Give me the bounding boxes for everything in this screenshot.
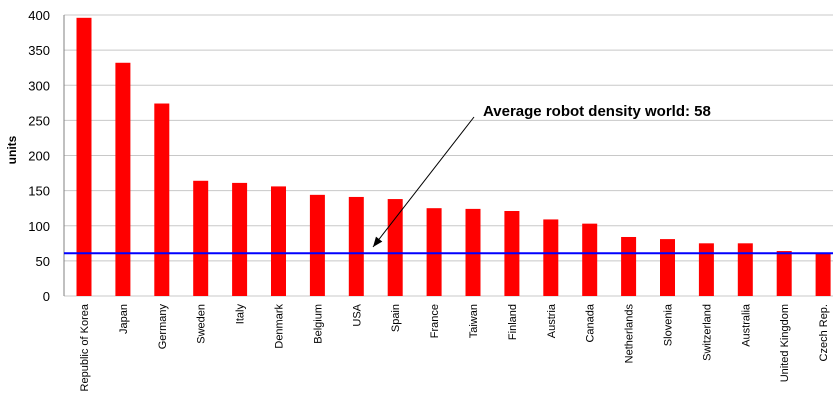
x-tick-label: Australia (740, 303, 752, 347)
x-tick-label: Finland (507, 304, 519, 340)
x-tick-label: Netherlands (624, 304, 636, 364)
annotation: Average robot density world: 58 (372, 103, 711, 248)
x-tick-label: Czech Rep. (818, 304, 830, 361)
bar (271, 186, 286, 296)
y-tick-label: 250 (28, 113, 50, 128)
bar (232, 182, 248, 296)
x-tick-label: Japan (118, 304, 130, 334)
y-tick-label: 400 (28, 8, 50, 23)
y-axis-title: units (5, 135, 19, 164)
y-tick-label: 100 (28, 219, 50, 234)
x-tick-label: Canada (585, 303, 597, 342)
bar (387, 199, 403, 296)
bar (737, 243, 753, 296)
bar (193, 180, 209, 296)
x-tick-label: Republic of Korea (79, 303, 91, 391)
x-tick-label: Slovenia (663, 303, 675, 346)
y-tick-label: 300 (28, 78, 50, 93)
bar (582, 223, 598, 296)
x-tick-label: Belgium (312, 304, 324, 344)
bar (426, 208, 442, 296)
annotation-arrowhead (373, 236, 383, 247)
bar (660, 239, 675, 296)
y-axis: units 0 50 100 150 200 250 300 350 400 (5, 8, 65, 304)
x-tick-label: Taiwan (468, 304, 480, 338)
x-tick-label: United Kingdom (779, 304, 791, 382)
bar (776, 251, 792, 296)
bar (543, 219, 559, 296)
bar (154, 103, 170, 296)
annotation-arrow (372, 116, 475, 248)
y-tick-label: 200 (28, 149, 50, 164)
bar (76, 17, 92, 297)
x-tick-label: Sweden (196, 304, 208, 344)
bars (76, 17, 831, 297)
bar (698, 243, 714, 296)
x-tick-label: Switzerland (701, 304, 713, 361)
grid-lines (64, 14, 833, 297)
x-axis-labels: Republic of Korea Japan Germany Sweden Italy… (79, 303, 830, 391)
x-tick-label: France (429, 304, 441, 338)
bar (815, 253, 831, 296)
bar (348, 196, 364, 296)
bar (621, 236, 637, 296)
y-tick-label: 350 (28, 43, 50, 58)
x-tick-label: USA (351, 303, 363, 326)
average-annotation-text: Average robot density world: 58 (483, 103, 711, 120)
x-tick-label: Denmark (274, 304, 286, 349)
y-tick-label: 50 (36, 254, 50, 269)
y-tick-label: 150 (28, 184, 50, 199)
bar (115, 62, 131, 296)
bar (309, 194, 325, 296)
x-tick-label: Germany (157, 304, 169, 350)
x-tick-label: Spain (390, 304, 402, 332)
x-tick-label: Italy (235, 304, 247, 325)
y-tick-label: 0 (43, 289, 50, 304)
x-tick-label: Austria (546, 303, 558, 338)
